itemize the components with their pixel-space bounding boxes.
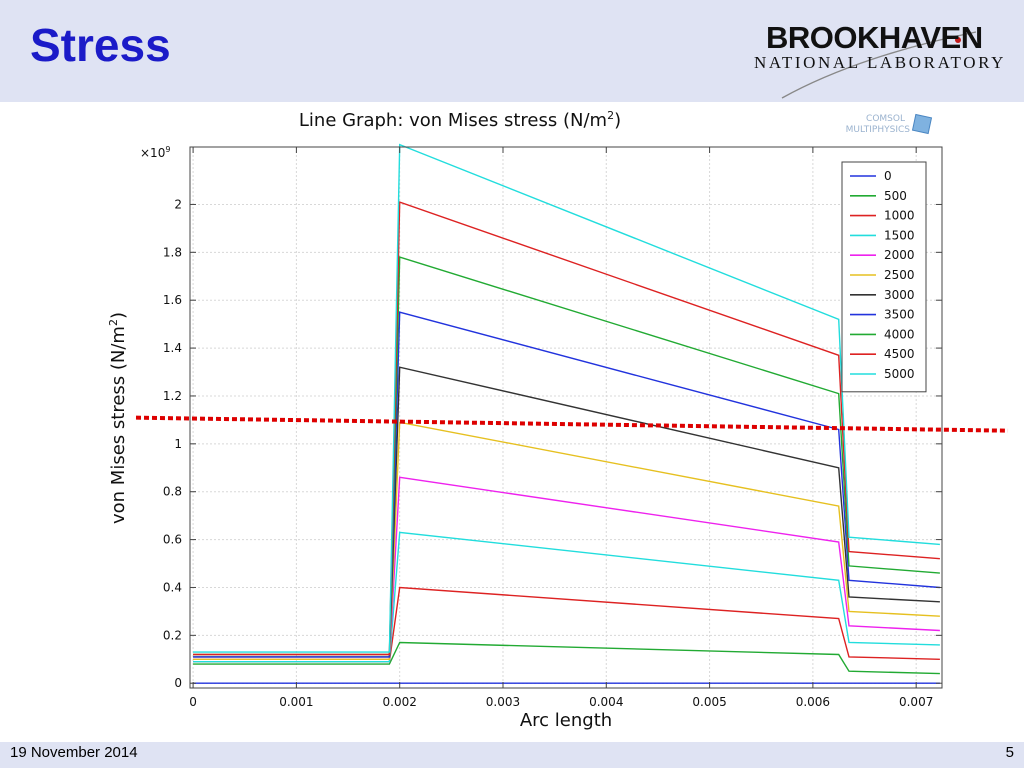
- y-tick-label: 1.6: [163, 293, 182, 307]
- x-tick-label: 0: [189, 695, 197, 709]
- y-label-sup: 2: [107, 319, 120, 326]
- x-tick-label: 0.006: [796, 695, 830, 709]
- logo-swoosh-icon: [781, 31, 977, 99]
- legend-item-0: 0: [850, 169, 892, 183]
- y-tick-label: 1.2: [163, 389, 182, 403]
- comsol-watermark: COMSOL MULTIPHYSICS: [846, 113, 933, 135]
- series-line-1500: [193, 531, 940, 663]
- y-tick-label: 0: [174, 676, 182, 690]
- chart-title-end: ): [614, 110, 621, 131]
- y-label-end: ): [108, 312, 129, 319]
- comsol-watermark-line2: MULTIPHYSICS: [846, 125, 911, 135]
- grid: [190, 147, 942, 688]
- legend-item-3000: 3000: [850, 288, 915, 302]
- plot-frame: [189, 146, 943, 689]
- series-line-3500: [193, 311, 940, 658]
- y-exponent-power: 9: [165, 145, 170, 154]
- legend-label: 2500: [884, 268, 915, 282]
- legend-item-3500: 3500: [850, 308, 915, 322]
- y-tick-label: 0.2: [163, 628, 182, 642]
- y-label-main: von Mises stress (N/m: [108, 326, 129, 524]
- axis-ticks: 0 0.001 0.002 0.003 0.004 0.005 0.006 0.007 0 0.2…: [163, 147, 942, 709]
- logo-wordmark: BROOKHAVEN: [766, 20, 983, 55]
- page-number: 5: [1005, 744, 1014, 761]
- legend-item-4500: 4500: [850, 347, 915, 361]
- x-tick-label: 0.001: [279, 695, 313, 709]
- series-line-2500: [193, 421, 940, 660]
- legend-label: 2000: [884, 248, 915, 262]
- threshold-dotted-line: [135, 415, 1009, 433]
- comsol-cube-icon: [911, 113, 933, 135]
- x-tick-label: 0.002: [383, 695, 417, 709]
- series-line-5000: [193, 143, 940, 653]
- chart-title-sup: 2: [607, 109, 614, 122]
- legend-item-1000: 1000: [850, 209, 915, 223]
- y-tick-label: 1: [174, 437, 182, 451]
- series-line-500: [193, 641, 940, 675]
- y-tick-label: 1.8: [163, 245, 182, 259]
- y-axis-label: von Mises stress (N/m2): [107, 312, 129, 524]
- y-tick-label: 0.6: [163, 533, 182, 547]
- y-tick-label: 2: [174, 197, 182, 211]
- legend-label: 4000: [884, 327, 915, 341]
- series-line-4000: [193, 256, 940, 656]
- comsol-watermark-line1: COMSOL: [866, 114, 905, 124]
- legend-label: 4500: [884, 347, 915, 361]
- footer-date: 19 November 2014: [10, 744, 138, 761]
- series-line-3000: [193, 366, 940, 658]
- legend-label: 1500: [884, 228, 915, 242]
- series-line-1000: [193, 586, 940, 663]
- x-tick-label: 0.007: [899, 695, 933, 709]
- chart-title-main: Line Graph: von Mises stress (N/m: [299, 110, 607, 131]
- y-tick-label: 0.4: [163, 580, 182, 594]
- footer-band: [0, 742, 1024, 768]
- x-tick-label: 0.003: [486, 695, 520, 709]
- legend-label: 5000: [884, 367, 915, 381]
- legend-label: 3000: [884, 288, 915, 302]
- x-axis-label: Arc length: [520, 710, 612, 731]
- legend-label: 0: [884, 169, 892, 183]
- y-tick-label: 0.8: [163, 485, 182, 499]
- legend-item-2500: 2500: [850, 268, 915, 282]
- legend-item-4000: 4000: [850, 327, 915, 341]
- legend-label: 3500: [884, 308, 915, 322]
- x-tick-label: 0.005: [692, 695, 726, 709]
- chart-title: Line Graph: von Mises stress (N/m2): [299, 109, 621, 131]
- y-tick-label: 1.4: [163, 341, 182, 355]
- legend-item-1500: 1500: [850, 228, 915, 242]
- y-axis-exponent: ×109: [140, 145, 170, 160]
- logo-subtitle: NATIONAL LABORATORY: [754, 53, 1006, 72]
- legend-label: 500: [884, 189, 907, 203]
- chart-legend: 0 500 1000 1500 2000 2500 3000 3500 4000 4500 5000: [841, 161, 927, 393]
- series-lines: [193, 143, 940, 684]
- slide-title: Stress: [30, 19, 171, 71]
- legend-item-500: 500: [850, 189, 907, 203]
- brookhaven-logo: BROOKHAVEN NATIONAL LABORATORY: [746, 18, 1024, 102]
- header-band: [0, 0, 1024, 102]
- x-tick-label: 0.004: [589, 695, 623, 709]
- legend-item-5000: 5000: [850, 367, 915, 381]
- y-exponent-base: ×10: [140, 146, 165, 160]
- series-line-4500: [193, 201, 940, 656]
- legend-label: 1000: [884, 209, 915, 223]
- legend-item-2000: 2000: [850, 248, 915, 262]
